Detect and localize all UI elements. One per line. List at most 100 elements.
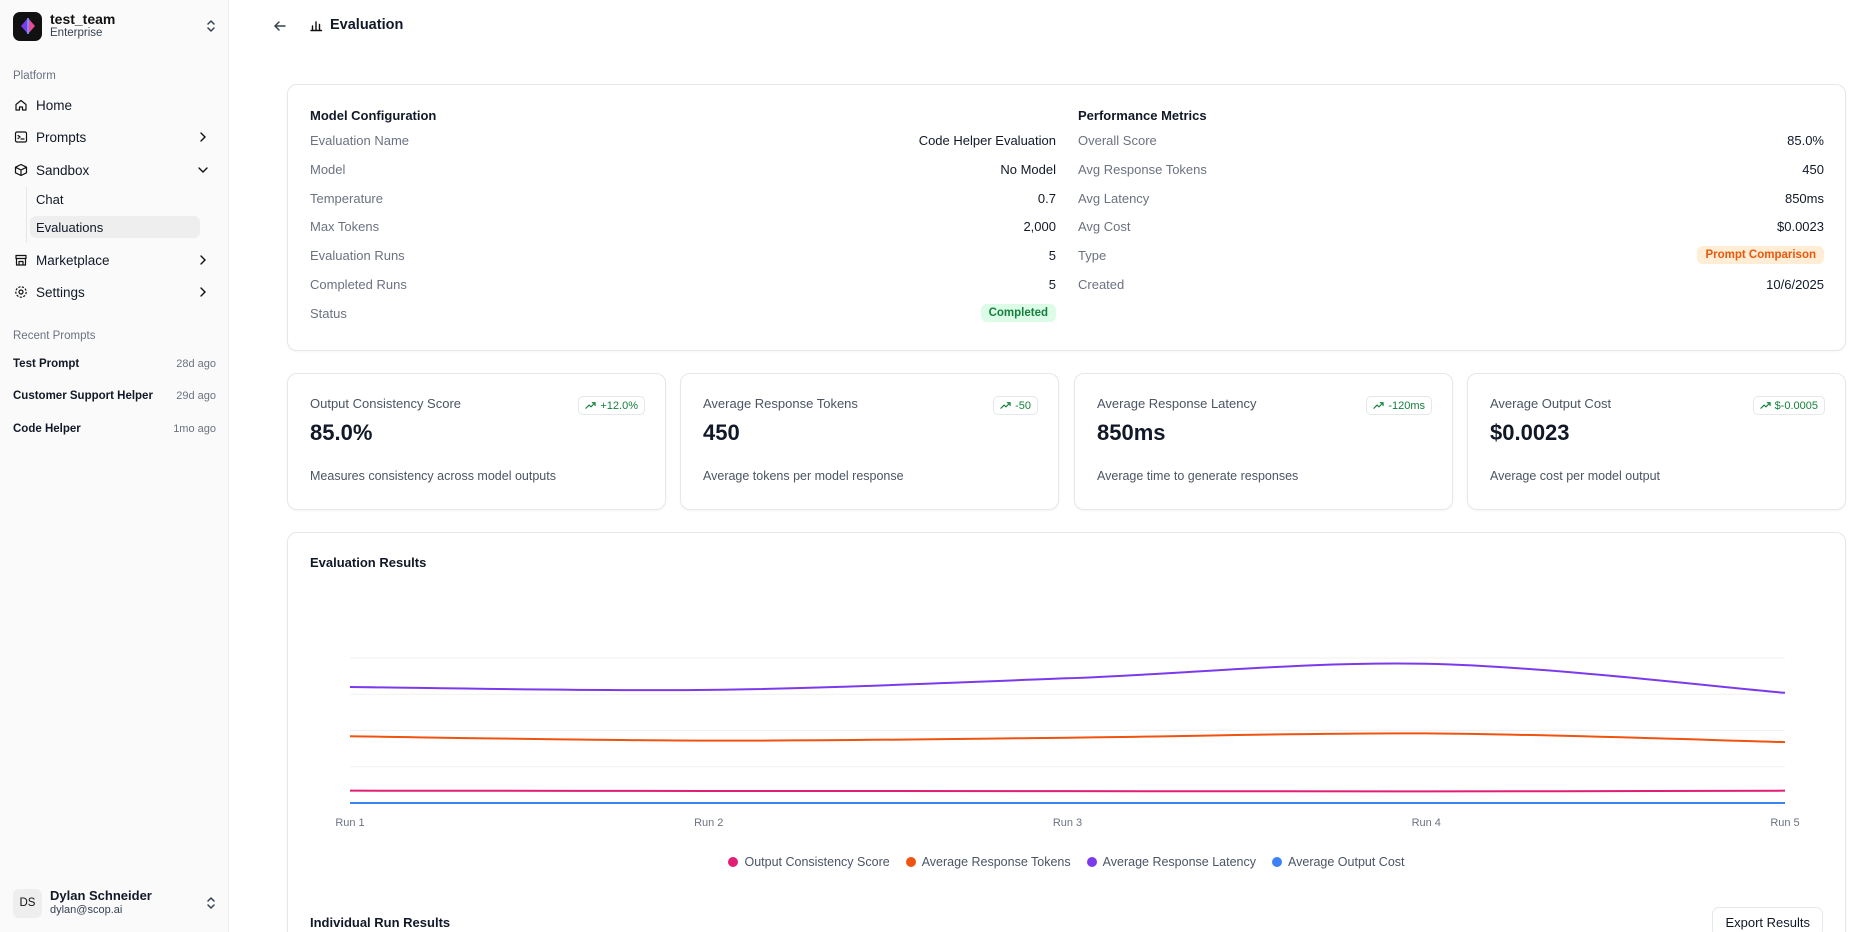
sidebar-subitem-chat[interactable]: Chat bbox=[36, 191, 64, 207]
sidebar: test_team Enterprise Platform Home Promp… bbox=[0, 0, 229, 932]
perf-key: Created bbox=[1078, 276, 1125, 292]
config-row-max-tokens: Max Tokens 2,000 bbox=[310, 216, 1056, 236]
perf-key: Avg Latency bbox=[1078, 190, 1150, 206]
box-icon bbox=[14, 163, 28, 177]
legend-item[interactable]: Average Response Tokens bbox=[905, 855, 1071, 869]
chevron-right-icon bbox=[200, 287, 206, 297]
page-header: Evaluation bbox=[309, 17, 403, 33]
recent-prompt-age: 29d ago bbox=[176, 390, 216, 402]
perf-row-created: Created 10/6/2025 bbox=[1078, 274, 1824, 294]
stat-description: Average tokens per model response bbox=[703, 469, 904, 483]
perf-value: $0.0023 bbox=[1777, 218, 1824, 234]
perf-value: 85.0% bbox=[1787, 132, 1824, 148]
sidebar-item-sandbox[interactable]: Sandbox bbox=[8, 157, 218, 183]
legend-item[interactable]: Average Output Cost bbox=[1272, 855, 1405, 869]
sidebar-item-marketplace[interactable]: Marketplace bbox=[8, 247, 218, 273]
perf-value: 850ms bbox=[1784, 190, 1824, 206]
config-key: Max Tokens bbox=[310, 218, 380, 234]
user-menu[interactable]: DS Dylan Schneider dylan@scop.ai bbox=[13, 886, 218, 920]
team-switcher[interactable]: test_team Enterprise bbox=[13, 10, 218, 42]
back-arrow-icon[interactable] bbox=[272, 18, 288, 34]
x-tick-label: Run 1 bbox=[335, 817, 364, 829]
user-email: dylan@scop.ai bbox=[50, 904, 123, 917]
trend-badge: +12.0% bbox=[578, 396, 645, 415]
config-row-eval-name: Evaluation Name Code Helper Evaluation bbox=[310, 130, 1056, 150]
x-tick-label: Run 2 bbox=[694, 817, 723, 829]
trending-up-icon bbox=[585, 402, 597, 409]
config-row-completed-runs: Completed Runs 5 bbox=[310, 274, 1056, 294]
trending-up-icon bbox=[1373, 402, 1384, 409]
config-value: 5 bbox=[1048, 276, 1056, 292]
config-row-temperature: Temperature 0.7 bbox=[310, 188, 1056, 208]
sidebar-subitem-evaluations[interactable]: Evaluations bbox=[30, 216, 200, 238]
stat-card-latency: Average Response Latency -120ms 850ms Av… bbox=[1074, 373, 1453, 510]
stat-description: Measures consistency across model output… bbox=[310, 469, 556, 483]
stat-label: Average Response Tokens bbox=[703, 396, 858, 411]
config-row-eval-runs: Evaluation Runs 5 bbox=[310, 245, 1056, 265]
trend-value: $-0.0005 bbox=[1774, 399, 1818, 412]
config-value: No Model bbox=[1000, 161, 1056, 177]
chevron-right-icon bbox=[200, 132, 206, 142]
export-results-button[interactable]: Export Results bbox=[1712, 907, 1823, 932]
stat-card-consistency: Output Consistency Score +12.0% 85.0% Me… bbox=[287, 373, 666, 510]
config-row-model: Model No Model bbox=[310, 159, 1056, 179]
perf-value: 10/6/2025 bbox=[1766, 276, 1824, 292]
config-key: Temperature bbox=[310, 190, 383, 206]
store-icon bbox=[14, 253, 28, 267]
perf-key: Avg Response Tokens bbox=[1078, 161, 1207, 177]
config-key: Evaluation Name bbox=[310, 132, 409, 148]
recent-prompt-age: 28d ago bbox=[176, 358, 216, 370]
legend-dot bbox=[728, 857, 739, 867]
recent-prompts-label: Recent Prompts bbox=[13, 330, 96, 342]
gear-icon bbox=[14, 285, 28, 299]
stat-value: 850ms bbox=[1097, 420, 1166, 445]
perf-key: Type bbox=[1078, 247, 1107, 263]
avatar: DS bbox=[13, 888, 42, 918]
stat-label: Output Consistency Score bbox=[310, 396, 462, 411]
perf-row-type: Type Prompt Comparison bbox=[1078, 245, 1824, 265]
recent-prompt-item[interactable]: Code Helper 1mo ago bbox=[13, 423, 216, 435]
sidebar-item-home[interactable]: Home bbox=[8, 92, 218, 118]
sandbox-subnav-line bbox=[26, 187, 27, 243]
stat-value: 450 bbox=[703, 420, 740, 445]
series-line-consistency bbox=[349, 789, 1786, 793]
legend-item[interactable]: Output Consistency Score bbox=[728, 855, 890, 869]
sidebar-item-prompts[interactable]: Prompts bbox=[8, 124, 218, 150]
evaluation-line-chart: Run 1 Run 2 Run 3 Run 4 Run 5 bbox=[335, 657, 1800, 829]
terminal-icon bbox=[14, 130, 28, 144]
model-config-title: Model Configuration bbox=[310, 108, 437, 123]
config-card: Model Configuration Evaluation Name Code … bbox=[287, 84, 1846, 351]
recent-prompt-item[interactable]: Test Prompt 28d ago bbox=[13, 358, 216, 370]
legend-label: Output Consistency Score bbox=[744, 855, 890, 869]
trend-value: -50 bbox=[1015, 399, 1031, 412]
config-row-status: Status Completed bbox=[310, 303, 1056, 323]
legend-dot bbox=[1086, 857, 1097, 867]
perf-row-avg-latency: Avg Latency 850ms bbox=[1078, 188, 1824, 208]
chevron-right-icon bbox=[200, 255, 206, 265]
x-tick-label: Run 5 bbox=[1770, 817, 1799, 829]
legend-dot bbox=[1272, 857, 1282, 867]
trend-value: +12.0% bbox=[600, 399, 638, 412]
perf-row-avg-cost: Avg Cost $0.0023 bbox=[1078, 216, 1824, 236]
recent-prompt-item[interactable]: Customer Support Helper 29d ago bbox=[13, 390, 216, 402]
config-value: 0.7 bbox=[1037, 190, 1056, 206]
chart-legend: Output Consistency Score Average Response… bbox=[288, 855, 1845, 869]
stat-description: Average cost per model output bbox=[1490, 469, 1661, 483]
stat-value: $0.0023 bbox=[1490, 420, 1570, 445]
status-badge: Completed bbox=[980, 304, 1056, 322]
config-key: Model bbox=[310, 161, 346, 177]
perf-row-overall-score: Overall Score 85.0% bbox=[1078, 130, 1824, 150]
sidebar-item-label: Home bbox=[36, 97, 73, 113]
sidebar-item-label: Marketplace bbox=[36, 252, 110, 268]
legend-item[interactable]: Average Response Latency bbox=[1086, 855, 1256, 869]
legend-label: Average Output Cost bbox=[1288, 855, 1405, 869]
config-value: Code Helper Evaluation bbox=[918, 132, 1056, 148]
sidebar-item-label: Prompts bbox=[36, 129, 87, 145]
perf-key: Avg Cost bbox=[1078, 218, 1131, 234]
trend-badge: -120ms bbox=[1366, 396, 1432, 415]
recent-prompt-name: Code Helper bbox=[13, 423, 81, 435]
home-icon bbox=[14, 98, 28, 112]
sidebar-item-settings[interactable]: Settings bbox=[8, 279, 218, 305]
chevrons-up-down-icon bbox=[207, 897, 215, 909]
